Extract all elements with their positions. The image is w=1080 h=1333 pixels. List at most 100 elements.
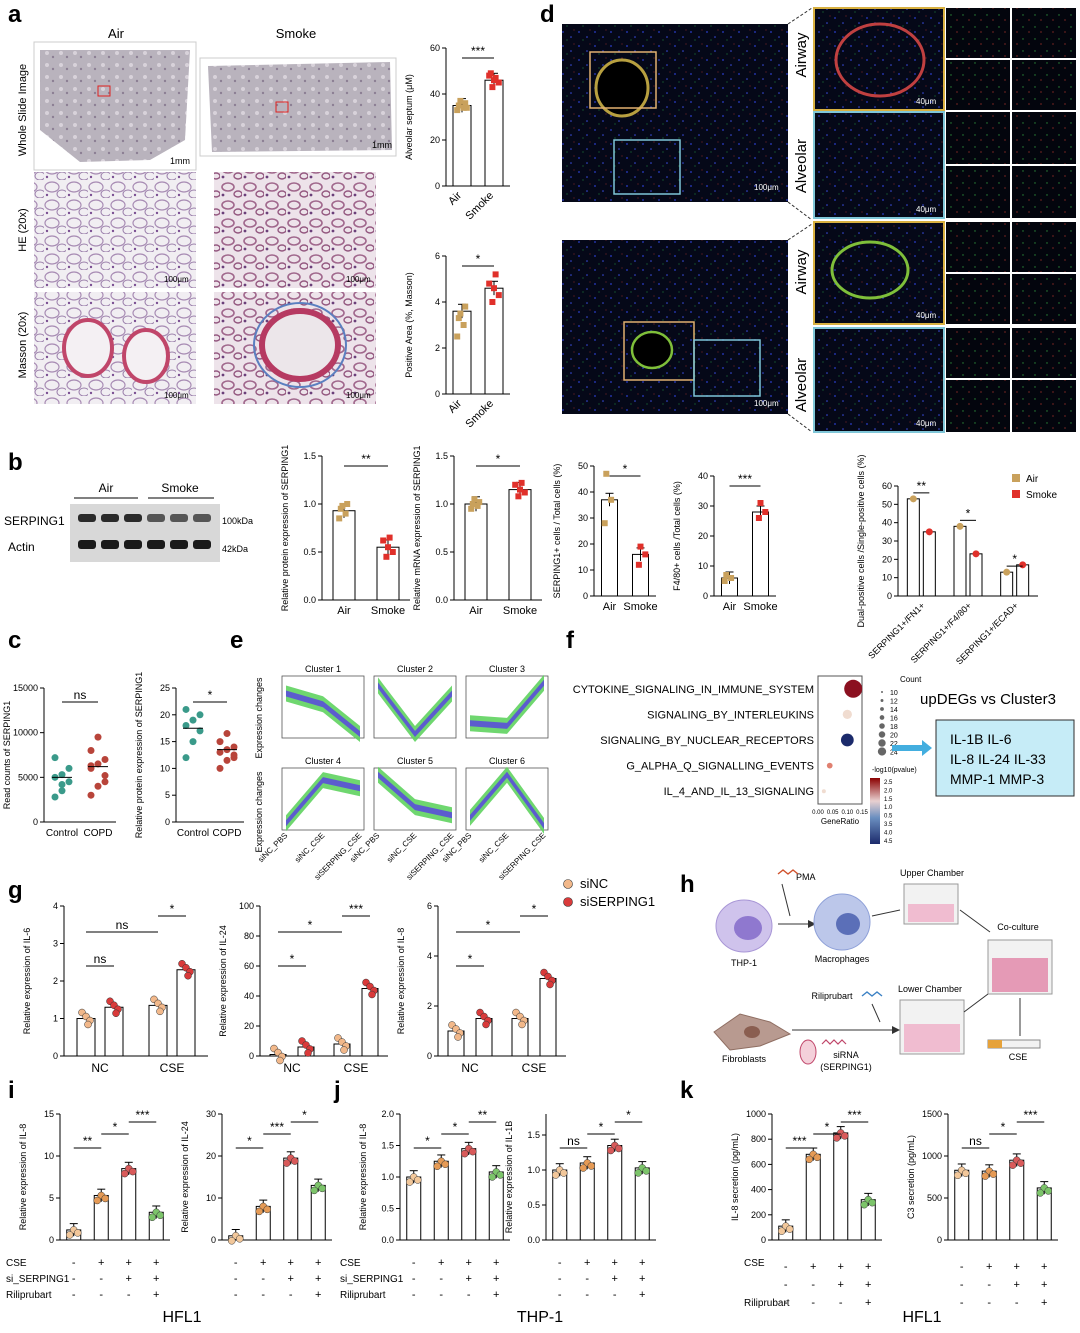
e-cluster-title: Cluster 5 (397, 756, 433, 766)
y-tick-label: 15000 (13, 683, 38, 693)
data-point (457, 310, 464, 317)
treat-sign: - (412, 1273, 416, 1285)
treat-sign: + (126, 1273, 132, 1285)
wb-band-actin (78, 540, 96, 549)
wb-band-serping1 (124, 514, 142, 522)
f-color-value: 3.5 (884, 822, 893, 828)
y-tick-label: 20 (430, 135, 440, 145)
data-point (813, 1153, 821, 1162)
sig-label: * (247, 1134, 252, 1148)
x-tick-label: NC (461, 1061, 479, 1075)
treat-sign: - (72, 1257, 76, 1269)
y-tick-label: 5 (165, 790, 170, 800)
y-tick-label: 1 (53, 1014, 58, 1024)
data-point (310, 1186, 318, 1195)
sig-label: * (623, 462, 628, 476)
sig-label: *** (847, 1108, 861, 1122)
data-point (642, 551, 649, 558)
d-scale-bottom: 100μm (754, 399, 779, 408)
chart-g-il24: 0 20 40 60 80 100 Relative expression of IL-24… (218, 901, 388, 1075)
y-tick-label: 0.5 (381, 1204, 394, 1214)
data-point (489, 84, 496, 91)
h-sirna-strand (821, 1039, 847, 1045)
h-cse-label: CSE (1009, 1052, 1028, 1062)
y-tick-label: 20 (244, 1021, 254, 1031)
y-tick-label: 1500 (922, 1109, 942, 1119)
f-x-tick: 0.10 (841, 810, 853, 816)
data-point (344, 501, 351, 507)
f-dot (826, 762, 833, 769)
bar (508, 489, 532, 601)
data-point (223, 756, 231, 764)
h-sirna-label: siRNA (833, 1050, 859, 1060)
data-point (66, 1231, 74, 1239)
e-band-inner (378, 682, 452, 737)
h-arrow-ril (871, 1003, 881, 1023)
treat-sign: + (612, 1273, 618, 1285)
wb-band-actin (170, 540, 188, 549)
data-point (607, 1146, 615, 1155)
bar (539, 978, 557, 1057)
panel-d: d 100μm 100μm Airway Alveolar Airway Alv… (540, 1, 1076, 433)
a-wsi-smoke-tissue (208, 62, 392, 152)
h-cigarette-filter (988, 1040, 1002, 1048)
treat-sign: - (467, 1289, 471, 1301)
data-point (454, 107, 461, 114)
bar (1000, 571, 1014, 597)
f-count-value: 22 (890, 741, 898, 748)
f-dot (840, 733, 854, 747)
treat-row-label: CSE (744, 1258, 765, 1269)
bar (452, 105, 472, 187)
x-tick-label: Air (723, 601, 737, 613)
data-point (962, 1169, 970, 1178)
sig-label: *** (270, 1120, 284, 1134)
bar (954, 1169, 970, 1241)
sig-label: * (468, 952, 473, 966)
data-point (615, 1144, 623, 1153)
bar (607, 1145, 623, 1241)
data-point (255, 1207, 263, 1216)
y-tick-label: 10 (698, 561, 708, 571)
chart-j-il1b: 0.0 0.5 1.0 1.5 Relative expression of IL-1B… (504, 1108, 656, 1245)
data-point (552, 1171, 560, 1179)
d-overview-bottom (562, 240, 788, 414)
f-gene-box (935, 719, 1075, 797)
e-cluster-title: Cluster 6 (489, 756, 525, 766)
h-sirna-label-2: (SERPING1) (820, 1062, 872, 1072)
data-point (189, 738, 197, 746)
h-arrow-5-head (892, 1026, 900, 1034)
treat-sign: + (865, 1279, 871, 1291)
sig-label: * (113, 1120, 118, 1134)
data-point (579, 1164, 587, 1172)
y-axis-label: IL-8 secretion (pg/mL) (730, 1133, 740, 1221)
y-axis-label: Relative protein expression of SERPING1 (134, 672, 144, 839)
d-alveolar-label-1: Alveolar (793, 139, 810, 193)
data-point (101, 755, 109, 763)
wb-band-serping1 (147, 514, 165, 522)
y-axis-label: Relative expression of IL-8 (358, 1124, 368, 1231)
chart-d-f480: 0 10 20 30 40 F4/80+ cells /Total cells (%) Ai… (672, 471, 778, 613)
y-tick-label: 0 (761, 1235, 766, 1245)
x-tick-label: Air (446, 397, 464, 415)
y-tick-label: 50 (882, 499, 892, 509)
y-tick-label: 0 (435, 181, 440, 191)
f-count-value: 10 (890, 690, 898, 697)
d-alveolar-label-2: Alveolar (793, 358, 810, 412)
data-point (468, 505, 475, 512)
f-count-value: 14 (890, 707, 898, 714)
y-axis-label: Relative expression of IL-24 (218, 925, 228, 1037)
treat-sign: - (439, 1273, 443, 1285)
treat-sign: + (466, 1273, 472, 1285)
treat-sign: + (315, 1289, 321, 1301)
data-point (216, 748, 224, 756)
bar (752, 511, 769, 597)
x-tick-label: COPD (213, 828, 242, 839)
y-tick-label: 1000 (746, 1109, 766, 1119)
y-tick-label: 0 (435, 389, 440, 399)
sig-label: * (425, 1134, 430, 1148)
g-legend-sinc-marker (563, 879, 573, 889)
y-tick-label: 0.0 (381, 1235, 394, 1245)
bar (906, 498, 920, 597)
data-point (546, 980, 554, 989)
f-color-legend: 2.5 2.0 1.5 1.0 0.5 3.5 4.0 4.5 (884, 780, 893, 845)
